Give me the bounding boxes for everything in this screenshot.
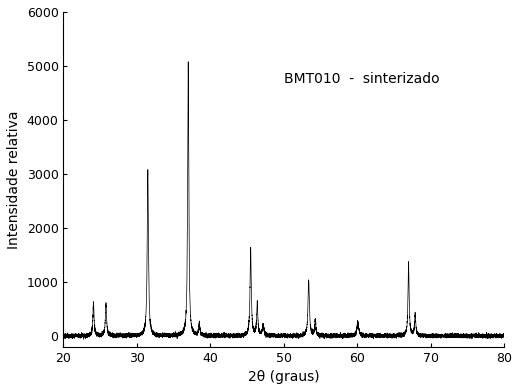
X-axis label: 2θ (graus): 2θ (graus) xyxy=(248,370,320,384)
Text: BMT010  -  sinterizado: BMT010 - sinterizado xyxy=(284,72,439,86)
Y-axis label: Intensidade relativa: Intensidade relativa xyxy=(7,110,21,249)
